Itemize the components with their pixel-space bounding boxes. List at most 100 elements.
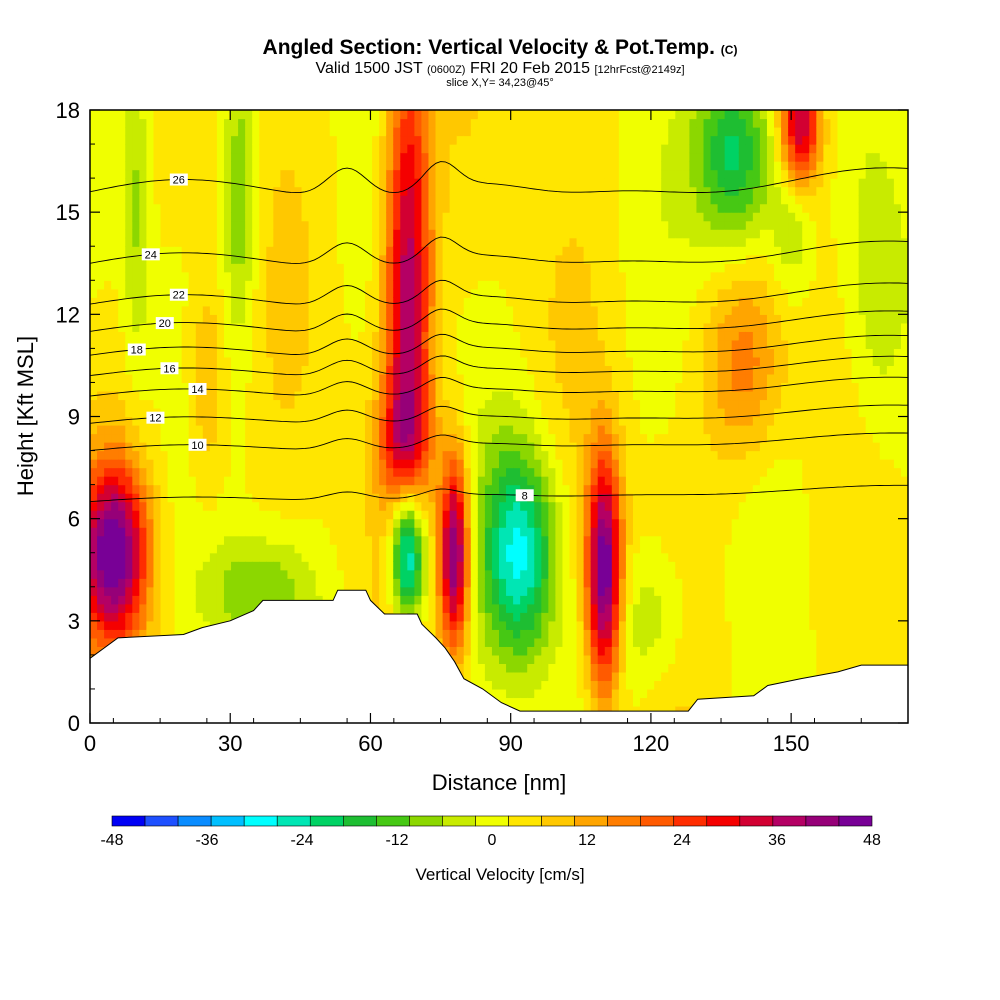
field-cell [569, 152, 578, 162]
field-cell [506, 569, 514, 579]
field-cell [245, 348, 253, 358]
field-cell [90, 595, 98, 605]
field-cell [449, 237, 458, 247]
field-cell [513, 280, 521, 290]
field-cell [555, 671, 564, 682]
field-cell [146, 382, 155, 392]
field-cell [400, 373, 408, 384]
field-cell [322, 407, 331, 418]
field-cell [245, 161, 253, 171]
field-cell [146, 127, 155, 137]
field-cell [97, 484, 105, 494]
field-cell [435, 578, 444, 588]
field-cell [350, 501, 359, 511]
field-cell [174, 152, 183, 162]
field-cell [188, 348, 197, 358]
field-cell [174, 373, 183, 384]
field-cell [160, 544, 169, 554]
field-cell [259, 322, 267, 332]
field-cell [132, 399, 140, 409]
field-cell [181, 212, 190, 222]
field-cell [491, 527, 500, 537]
field-cell [174, 569, 183, 579]
field-cell [104, 407, 112, 418]
field-cell [315, 476, 324, 486]
field-cell [315, 407, 324, 418]
field-cell [357, 288, 366, 298]
field-cell [463, 535, 472, 545]
field-cell [442, 382, 451, 392]
field-cell [520, 314, 528, 324]
field-cell [188, 144, 197, 154]
field-cell [562, 697, 571, 707]
field-cell [365, 382, 373, 392]
field-cell [294, 518, 303, 528]
field-cell [379, 263, 387, 273]
field-cell [379, 348, 387, 358]
field-cell [463, 314, 472, 324]
field-cell [365, 246, 373, 256]
field-cell [231, 510, 239, 520]
field-cell [90, 569, 98, 579]
field-cell [118, 195, 126, 205]
field-cell [555, 595, 564, 605]
field-cell [315, 442, 324, 452]
field-cell [534, 297, 542, 307]
field-cell [202, 535, 211, 545]
field-cell [329, 212, 338, 222]
field-cell [273, 561, 281, 571]
field-cell [329, 305, 338, 315]
field-cell [216, 203, 225, 213]
field-cell [548, 697, 557, 707]
field-cell [174, 280, 183, 290]
field-cell [534, 646, 542, 656]
field-cell [322, 331, 331, 341]
field-cell [541, 416, 549, 426]
field-cell [111, 552, 119, 562]
field-cell [174, 552, 183, 562]
field-cell [153, 476, 162, 486]
field-cell [499, 586, 507, 596]
field-cell [153, 161, 162, 171]
field-cell [499, 314, 507, 324]
field-cell [350, 152, 359, 162]
field-cell [527, 220, 535, 230]
field-cell [181, 118, 190, 128]
field-cell [132, 544, 140, 554]
field-cell [111, 544, 119, 554]
field-cell [90, 212, 98, 222]
field-cell [562, 612, 571, 622]
field-cell [294, 212, 303, 222]
field-cell [195, 535, 204, 545]
field-cell [188, 169, 197, 179]
field-cell [315, 212, 324, 222]
field-cell [294, 348, 303, 358]
field-cell [527, 646, 535, 656]
field-cell [308, 578, 317, 588]
field-cell [484, 305, 493, 315]
field-cell [97, 561, 105, 571]
field-cell [513, 186, 521, 196]
field-cell [562, 680, 571, 690]
field-cell [421, 416, 430, 426]
field-cell [477, 671, 486, 682]
field-cell [174, 535, 183, 545]
field-cell [252, 127, 260, 137]
field-cell [357, 246, 366, 256]
field-cell [90, 433, 98, 443]
field-cell [209, 356, 218, 367]
field-cell [534, 195, 542, 205]
field-cell [216, 254, 225, 264]
field-cell [266, 442, 274, 452]
field-cell [216, 552, 225, 562]
field-cell [435, 237, 444, 247]
field-cell [562, 544, 571, 554]
field-cell [202, 382, 211, 392]
field-cell [132, 501, 140, 511]
field-cell [520, 705, 528, 716]
field-cell [541, 450, 549, 460]
field-cell [252, 280, 260, 290]
field-cell [499, 246, 507, 256]
field-cell [407, 237, 415, 247]
field-cell [308, 484, 317, 494]
